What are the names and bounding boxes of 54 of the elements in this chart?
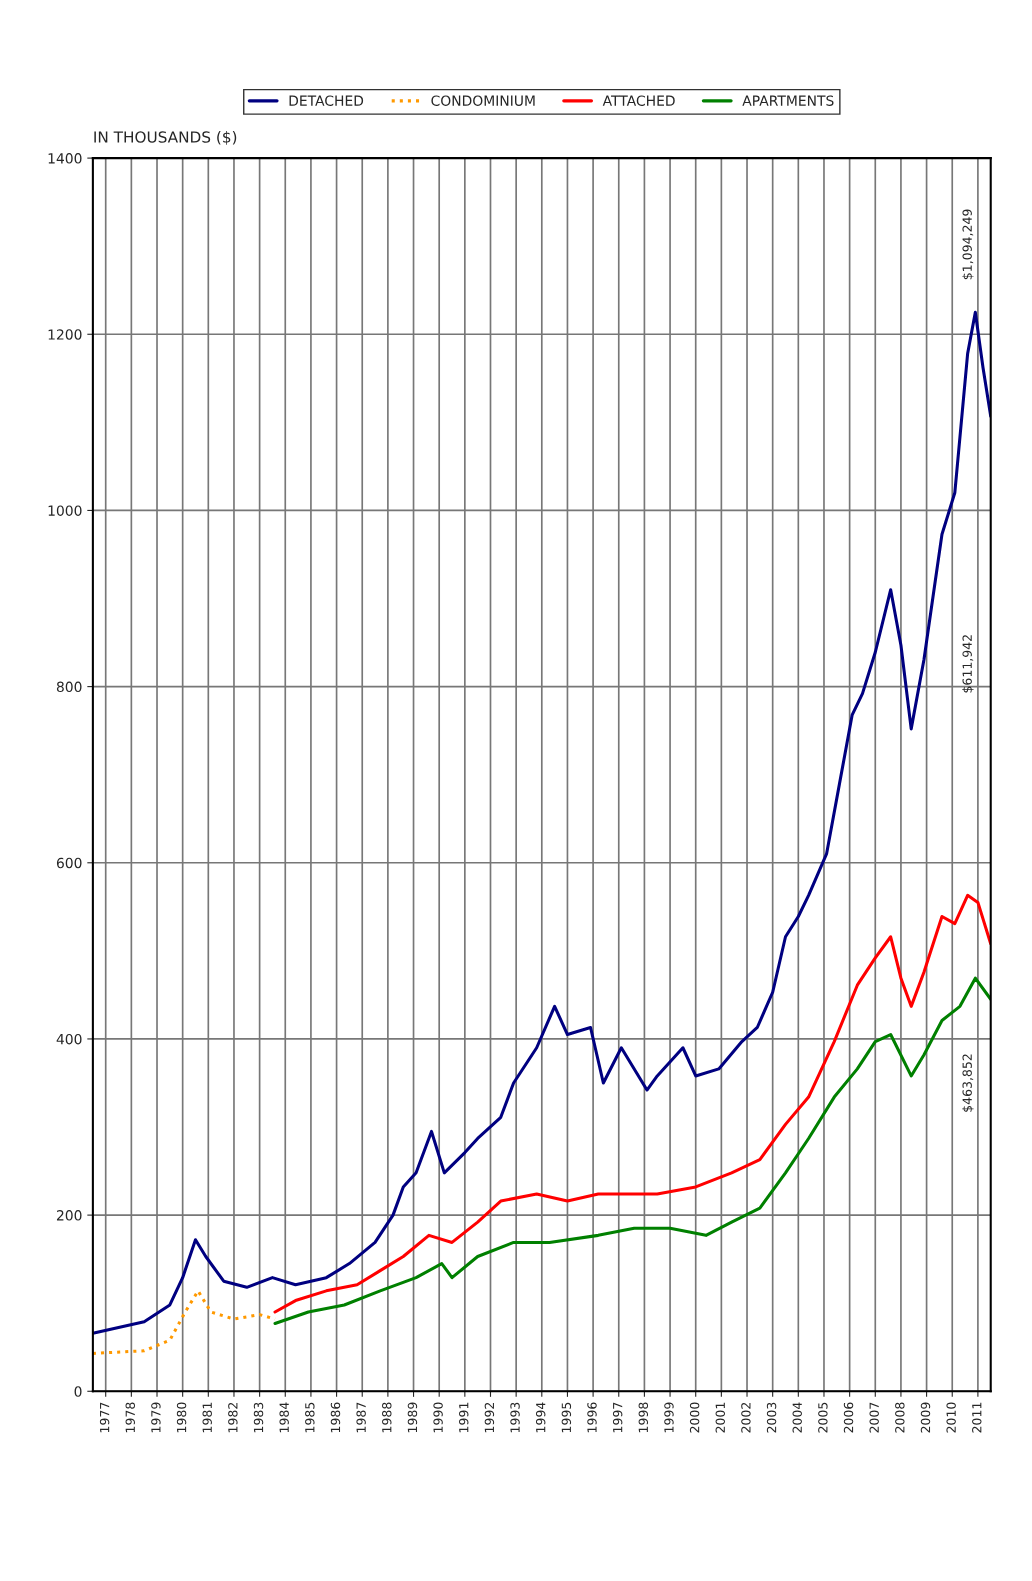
- annotation: $611,942: [962, 635, 974, 693]
- legend-label: CONDOMINIUM: [431, 95, 535, 106]
- x-tick-label: 2011: [972, 1402, 982, 1433]
- x-tick-label: 1984: [279, 1402, 289, 1433]
- legend-label: ATTACHED: [602, 95, 675, 106]
- y-tick-label: 1400: [48, 153, 82, 164]
- x-tick-label: 1987: [356, 1402, 366, 1433]
- x-tick-label: 2007: [869, 1402, 879, 1433]
- y-tick-label: 600: [56, 857, 82, 869]
- y-tick-label: 1000: [48, 505, 82, 516]
- x-tick-label: 1999: [664, 1402, 674, 1433]
- x-tick-label: 1982: [228, 1402, 238, 1433]
- y-tick-label: 0: [74, 1386, 82, 1397]
- x-tick-label: 2002: [741, 1402, 751, 1433]
- y-tick-label: 200: [56, 1210, 82, 1221]
- x-tick-label: 2003: [766, 1402, 777, 1433]
- x-tick-label: 1983: [253, 1402, 264, 1433]
- x-tick-label: 1977: [99, 1402, 110, 1433]
- x-tick-label: 1988: [382, 1402, 392, 1433]
- x-tick-label: 1991: [459, 1402, 469, 1433]
- x-tick-label: 2008: [895, 1402, 905, 1433]
- x-tick-label: 1979: [151, 1402, 161, 1433]
- x-tick-label: 1992: [484, 1402, 495, 1433]
- line-series: [92, 310, 991, 1335]
- x-tick-label: 2000: [689, 1402, 700, 1433]
- x-tick-label: 1995: [561, 1402, 572, 1433]
- x-tick-label: 1998: [638, 1402, 649, 1433]
- x-tick-label: 2004: [792, 1402, 802, 1433]
- x-tick-label: 1990: [433, 1402, 443, 1433]
- y-axis-title: IN THOUSANDS ($): [94, 130, 237, 145]
- y-tick-label: 1200: [48, 329, 82, 340]
- x-tick-label: 1981: [202, 1402, 212, 1433]
- x-tick-label: 1997: [612, 1402, 623, 1433]
- x-tick-label: 1996: [587, 1402, 597, 1433]
- x-tick-label: 1980: [176, 1402, 187, 1433]
- annotation: $1,094,249: [962, 209, 974, 280]
- x-tick-label: 2005: [818, 1402, 828, 1433]
- legend-label: APARTMENTS: [742, 95, 834, 106]
- line-series: [273, 976, 991, 1325]
- x-tick-label: 1993: [510, 1402, 520, 1433]
- x-tick-label: 1986: [330, 1402, 341, 1433]
- legend-label: DETACHED: [289, 95, 364, 106]
- x-tick-label: 1994: [535, 1402, 546, 1433]
- annotation: $463,852: [962, 1054, 974, 1112]
- x-tick-label: 1985: [305, 1402, 315, 1433]
- line-series: [273, 893, 991, 1314]
- x-tick-label: 2006: [843, 1402, 854, 1433]
- x-tick-label: 1989: [407, 1402, 418, 1433]
- x-tick-label: 2001: [715, 1402, 725, 1433]
- x-tick-label: 2009: [920, 1402, 931, 1433]
- x-tick-label: 2010: [946, 1402, 956, 1433]
- y-tick-label: 400: [56, 1033, 82, 1045]
- x-tick-label: 1978: [125, 1402, 135, 1433]
- y-tick-label: 800: [56, 681, 82, 693]
